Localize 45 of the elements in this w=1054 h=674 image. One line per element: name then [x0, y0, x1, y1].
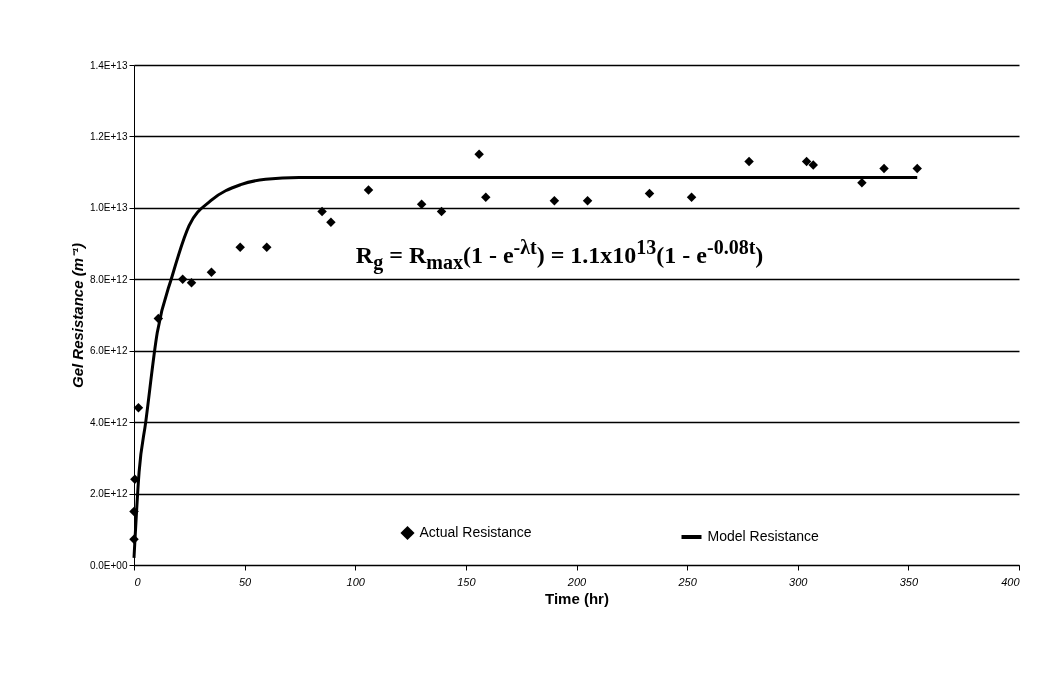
point	[262, 242, 272, 252]
point	[912, 163, 922, 174]
y-tick-label: 1.2E+13	[89, 130, 128, 142]
legend-label: Model Resistance	[707, 528, 819, 544]
x-tick-label: 400	[1001, 575, 1021, 588]
point	[153, 313, 164, 324]
point	[474, 149, 484, 160]
x-axis-title: Time (hr)	[545, 589, 609, 607]
x-tick-label: 50	[239, 575, 253, 588]
point	[644, 188, 655, 199]
x-tick-label: 150	[457, 575, 477, 588]
y-tick-label: 6.0E+12	[89, 345, 128, 357]
y-tick-label: 4.0E+12	[89, 416, 128, 428]
point	[549, 195, 560, 206]
legend-label: Actual Resistance	[419, 524, 532, 540]
y-tick-label: 2.0E+12	[89, 488, 128, 500]
point	[129, 506, 139, 517]
x-tick-label: 250	[677, 575, 698, 588]
y-tick-label: 0.0E+00	[89, 559, 128, 571]
y-tick-label: 1.4E+13	[89, 59, 128, 71]
point	[582, 195, 593, 206]
point	[363, 185, 374, 195]
point	[879, 163, 889, 174]
x-tick-label: 350	[899, 575, 919, 588]
point	[857, 178, 867, 188]
point	[177, 274, 188, 285]
y-tick-label: 1.0E+13	[89, 202, 128, 214]
point	[186, 278, 197, 288]
y-tick-label: 8.0E+12	[89, 273, 128, 285]
point	[133, 403, 144, 413]
x-tick-label: 0	[134, 575, 142, 588]
point	[129, 534, 139, 545]
y-axis-title: Gel Resistance (m⁻¹)	[68, 242, 86, 389]
point	[235, 242, 245, 252]
point	[481, 192, 491, 202]
x-tick-label: 100	[346, 575, 366, 588]
text: R$_{g}$ = R$_{max}$(1 - e$^{-λt}$) = 1.1x10$^{13}$(1 - e$^{-0.08t}$)	[355, 236, 764, 273]
x-tick-label: 300	[789, 575, 809, 588]
point	[317, 206, 327, 217]
point	[206, 267, 217, 277]
point	[744, 156, 754, 167]
x-tick-label: 200	[566, 575, 588, 588]
point	[436, 206, 447, 217]
point	[686, 192, 697, 202]
point	[801, 156, 812, 167]
